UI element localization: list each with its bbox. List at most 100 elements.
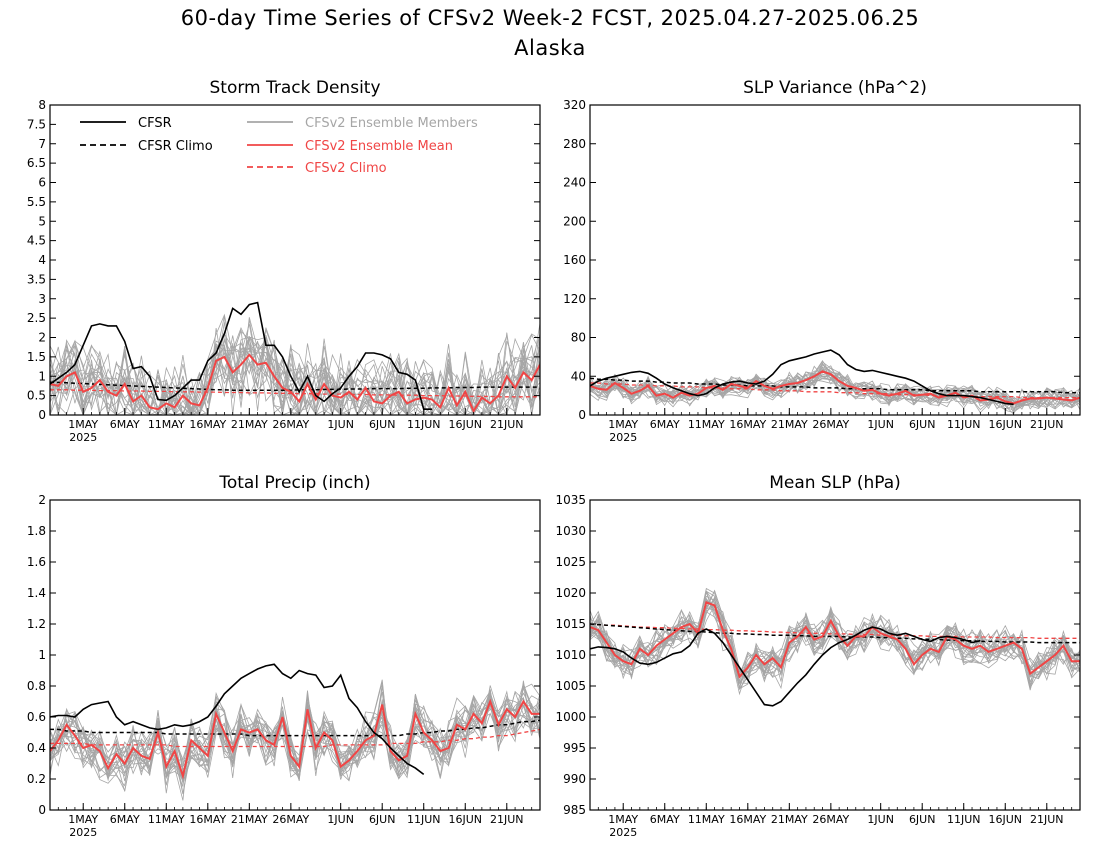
x-tick-label: 6JUN (369, 813, 396, 826)
panel-title: Total Precip (inch) (218, 473, 370, 493)
x-tick-label: 11MAY (148, 813, 185, 826)
x-tick-label: 1MAY (608, 813, 638, 826)
x-tick-label: 21JUN (490, 813, 524, 826)
legend-ens-mean-label: CFSv2 Ensemble Mean (305, 139, 453, 154)
x-tick-label: 26MAY (272, 813, 309, 826)
plot-area (50, 663, 540, 801)
y-tick-label: 7 (38, 137, 46, 151)
x-tick-label: 11MAY (688, 418, 725, 431)
y-tick-label: 1.8 (27, 524, 46, 538)
legend: CFSR CFSR Climo CFSv2 Ensemble Members CFSv… (80, 116, 478, 176)
ensemble-member-line (50, 344, 540, 415)
x-tick-label: 11MAY (148, 418, 185, 431)
x-tick-label: 21MAY (231, 418, 268, 431)
cfsr-line (590, 349, 1014, 406)
x-tick-label: 1JUN (867, 813, 894, 826)
y-tick-label: 4.5 (27, 234, 46, 248)
x-tick-label: 11JUN (947, 813, 981, 826)
ensemble-mean-line (590, 370, 1080, 405)
cfsr-climo-line (50, 381, 540, 391)
x-tick-label: 6JUN (909, 813, 936, 826)
x-tick-label: 6MAY (650, 418, 680, 431)
chart-subtitle: Alaska (514, 36, 586, 60)
cfsr-line (590, 626, 981, 707)
y-tick-label: 1010 (555, 648, 586, 662)
cfsr-climo-line (590, 623, 1080, 644)
x-tick-label: 26MAY (812, 418, 849, 431)
ensemble-mean-line (50, 353, 540, 414)
x-tick-label: 6JUN (909, 418, 936, 431)
x-tick-label: 1JUN (327, 813, 354, 826)
cfsv2-climo-line (590, 623, 1080, 639)
panel-3: Total Precip (inch) 0 0.2 0.4 0.6 0.8 1 1.2 1.4 1… (27, 473, 541, 839)
x-year-label: 2025 (69, 431, 97, 444)
y-tick-label: 6.5 (27, 156, 46, 170)
plot-area (50, 301, 540, 415)
x-tick-label: 26MAY (812, 813, 849, 826)
plot-area (590, 587, 1080, 707)
y-tick-label: 1035 (555, 493, 586, 507)
plot-area (590, 349, 1080, 415)
x-tick-label: 16MAY (189, 813, 226, 826)
ensemble-mean-line (590, 600, 1080, 679)
ensemble-member-line (590, 365, 1080, 409)
y-tick-label: 0.8 (27, 679, 46, 693)
y-tick-label: 995 (563, 741, 586, 755)
y-tick-label: 1.4 (27, 586, 46, 600)
panel-title: Mean SLP (hPa) (769, 473, 901, 493)
x-tick-label: 1MAY (608, 418, 638, 431)
y-tick-label: 0.5 (27, 389, 46, 403)
x-tick-label: 1MAY (68, 418, 98, 431)
x-tick-label: 21JUN (490, 418, 524, 431)
ensemble-member-line (50, 315, 540, 415)
y-tick-label: 280 (563, 137, 586, 151)
y-tick-label: 2 (38, 493, 46, 507)
plot-frame (589, 104, 1081, 416)
y-tick-label: 7.5 (27, 117, 46, 131)
panel-title: SLP Variance (hPa^2) (743, 78, 927, 98)
y-tick-label: 120 (563, 292, 586, 306)
y-tick-label: 2.5 (27, 311, 46, 325)
ensemble-member-line (50, 680, 540, 779)
y-tick-label: 1000 (555, 710, 586, 724)
panel-title: Storm Track Density (209, 78, 380, 98)
legend-cfsr-climo-label: CFSR Climo (138, 139, 213, 154)
y-tick-label: 4 (38, 253, 46, 267)
y-tick-label: 1.5 (27, 350, 46, 364)
x-tick-label: 1MAY (68, 813, 98, 826)
y-tick-label: 6 (38, 176, 46, 190)
panel-1: Storm Track Density 0 0.5 1 1.5 2 2.5 3 3.5 4 4.5 5… (27, 78, 541, 444)
x-tick-label: 21JUN (1030, 813, 1064, 826)
y-tick-label: 0 (38, 408, 46, 422)
y-tick-label: 0.6 (27, 710, 46, 724)
y-tick-label: 240 (563, 176, 586, 190)
y-tick-label: 0 (38, 803, 46, 817)
x-tick-label: 6MAY (110, 418, 140, 431)
x-tick-label: 1JUN (327, 418, 354, 431)
y-tick-label: 1005 (555, 679, 586, 693)
y-tick-label: 2 (38, 331, 46, 345)
x-tick-label: 6MAY (110, 813, 140, 826)
x-tick-label: 16JUN (988, 813, 1022, 826)
x-year-label: 2025 (609, 826, 637, 839)
y-tick-label: 1020 (555, 586, 586, 600)
y-tick-label: 1025 (555, 555, 586, 569)
x-tick-label: 16JUN (448, 418, 482, 431)
y-tick-label: 1 (38, 369, 46, 383)
cfsr-climo-line (50, 719, 540, 737)
x-tick-label: 11JUN (407, 418, 441, 431)
x-tick-label: 16JUN (448, 813, 482, 826)
cfsv2-climo-line (590, 382, 1080, 399)
x-year-label: 2025 (609, 431, 637, 444)
cfsr-line (50, 663, 425, 776)
x-tick-label: 21MAY (771, 418, 808, 431)
x-tick-label: 21JUN (1030, 418, 1064, 431)
x-tick-label: 16MAY (729, 418, 766, 431)
y-tick-label: 5 (38, 214, 46, 228)
y-tick-label: 1015 (555, 617, 586, 631)
panel-2: SLP Variance (hPa^2) 0 40 80 120 160 200 240 280… (563, 78, 1081, 444)
x-tick-label: 21MAY (771, 813, 808, 826)
x-tick-label: 11MAY (688, 813, 725, 826)
x-tick-label: 6JUN (369, 418, 396, 431)
